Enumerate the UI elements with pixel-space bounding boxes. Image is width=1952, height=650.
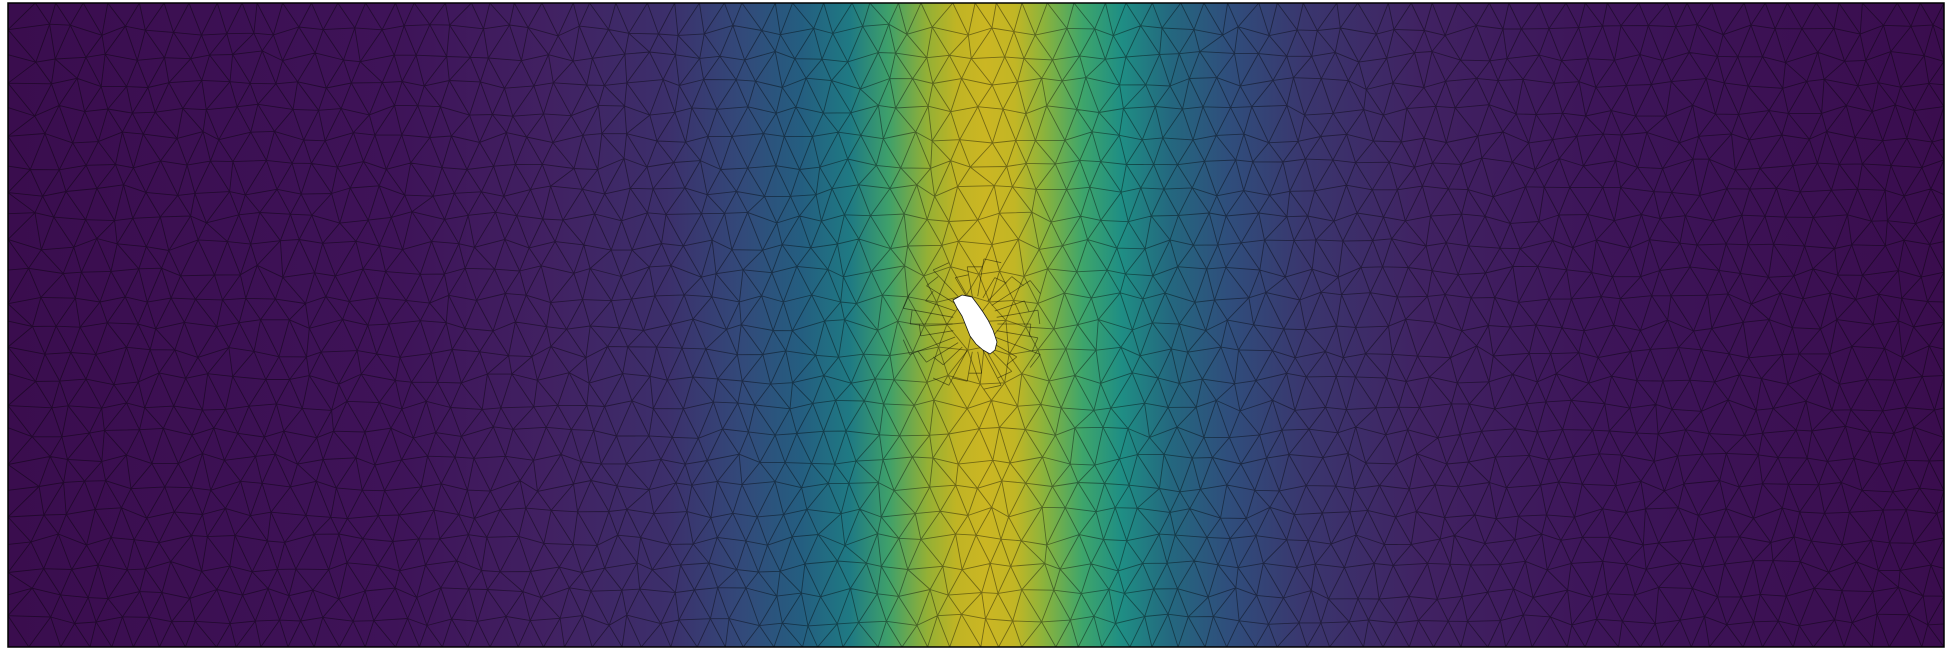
hole-refinement-edges bbox=[902, 258, 1041, 390]
mesh-refinement-around-hole bbox=[902, 258, 1041, 390]
plot-border bbox=[7, 2, 1945, 648]
central-hole bbox=[952, 294, 998, 355]
